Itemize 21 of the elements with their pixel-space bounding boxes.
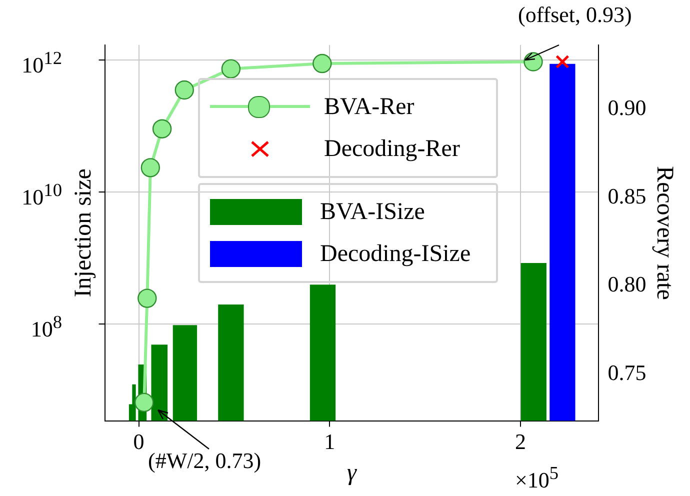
y2-tick-label: 0.90 <box>608 95 646 120</box>
legend: BVA-ISize Decoding-ISize <box>198 183 498 283</box>
legend-label: BVA-Rer <box>324 94 414 120</box>
x-tick-label: 1 <box>324 428 336 454</box>
y-tick-label: 10$^{12}$ <box>22 47 62 80</box>
legend-label: BVA-ISize <box>320 198 425 226</box>
text: (#W/2, 0.73) <box>148 448 262 474</box>
x-axis-title: γ <box>347 460 358 486</box>
y2-axis-title: Recovery rate <box>651 166 678 300</box>
legend-label: Decoding-ISize <box>320 240 471 268</box>
x-tick-label: 2 <box>514 428 526 454</box>
y2-tick-label: 0.85 <box>608 183 646 208</box>
x-tick-label: 0 <box>133 428 144 454</box>
text: (offset, 0.93) <box>518 2 632 28</box>
legend-label: Decoding-Rer <box>324 136 460 162</box>
y-tick-label: 10$^{10}$ <box>22 179 62 212</box>
y2-tick-label: 0.80 <box>608 272 646 297</box>
y-axis-title: Injection size <box>70 168 97 298</box>
y2-tick-label: 0.75 <box>608 360 646 385</box>
text: ×10$^{5}$ <box>515 463 559 494</box>
y-tick-label: 10$^{8}$ <box>30 310 62 344</box>
